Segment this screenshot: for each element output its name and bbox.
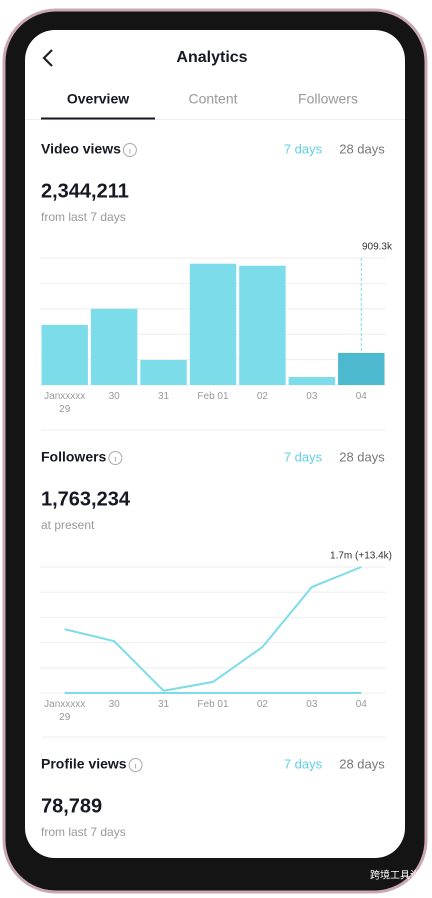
section-title: Video views	[41, 141, 121, 157]
range-option[interactable]: 7 days	[284, 449, 323, 464]
x-tick-label: 02	[256, 699, 268, 710]
caption: at present	[41, 518, 95, 532]
info-icon	[128, 758, 143, 772]
x-tick-label: 04	[355, 699, 367, 710]
tab[interactable]: Overview	[67, 91, 129, 107]
range-option[interactable]: 28 days	[339, 141, 385, 156]
bar	[189, 263, 237, 385]
watermark: 跨境工具说	[370, 869, 420, 882]
section-title: Profile views	[41, 756, 127, 772]
total-value: 78,789	[41, 795, 102, 817]
x-tick-label: 31	[158, 699, 170, 710]
total-value: 2,344,211	[41, 180, 129, 202]
tab[interactable]: Followers	[298, 91, 358, 107]
caption: from last 7 days	[41, 825, 126, 839]
x-tick-label: Janxxxxx 29	[44, 391, 86, 415]
screen	[25, 30, 405, 858]
range-option[interactable]: 28 days	[339, 449, 385, 464]
total-value: 1,763,234	[41, 488, 131, 510]
range-option[interactable]: 7 days	[284, 141, 323, 156]
bar	[41, 324, 88, 385]
x-tick-label: 02	[256, 391, 268, 402]
caption: from last 7 days	[41, 210, 126, 224]
info-icon	[108, 451, 123, 465]
x-tick-label: 04	[355, 391, 367, 402]
screen-title: Analytics	[176, 49, 247, 66]
x-tick-label: 31	[158, 391, 170, 402]
bar	[140, 359, 187, 385]
info-icon	[122, 143, 137, 157]
tab[interactable]: Content	[188, 91, 237, 107]
range-option[interactable]: 28 days	[339, 756, 385, 771]
bar	[338, 352, 385, 385]
back-button[interactable]	[42, 49, 53, 67]
x-tick-label: Feb 01	[197, 391, 229, 402]
line-series	[64, 566, 362, 692]
bar	[239, 265, 286, 385]
bar	[288, 376, 336, 385]
range-option[interactable]: 7 days	[284, 756, 323, 771]
data-label: 909.3k	[362, 242, 393, 253]
x-tick-label: 30	[108, 699, 120, 710]
x-tick-label: Feb 01	[197, 699, 229, 710]
x-tick-label: Janxxxxx 29	[44, 699, 86, 723]
bar	[90, 308, 138, 385]
data-label: 1.7m (+13.4k)	[330, 551, 392, 562]
section-title: Followers	[41, 449, 107, 465]
x-tick-label: 03	[306, 699, 318, 710]
x-tick-label: 30	[108, 391, 120, 402]
x-tick-label: 03	[306, 391, 318, 402]
